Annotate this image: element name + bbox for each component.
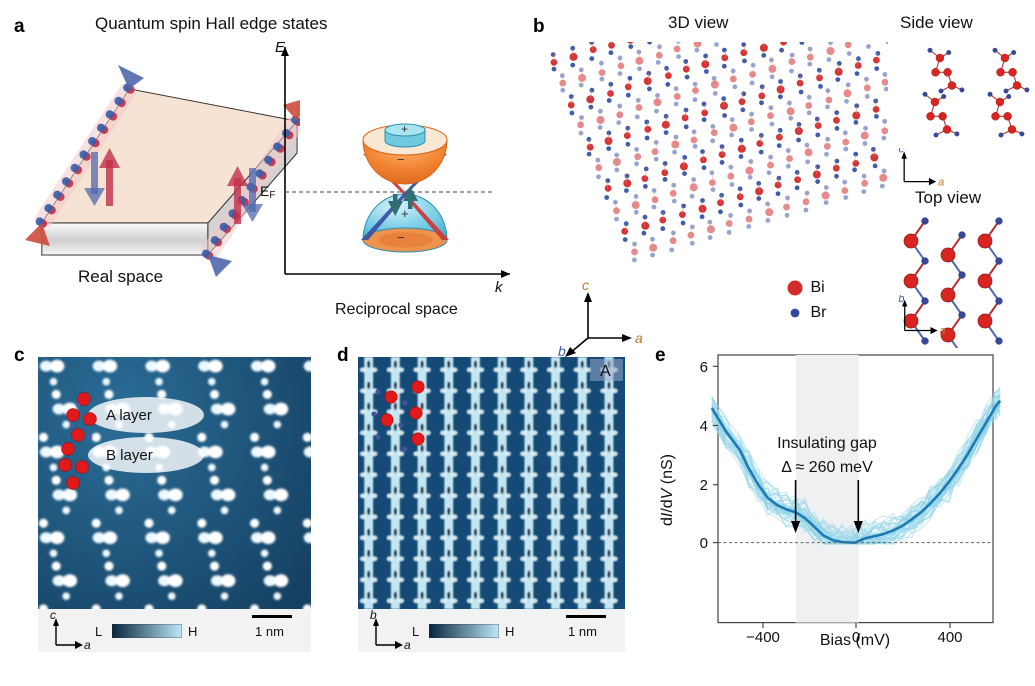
svg-text:a: a xyxy=(84,638,91,652)
svg-text:Bias (mV): Bias (mV) xyxy=(820,632,890,649)
svg-text:dI/dV (nS): dI/dV (nS) xyxy=(659,454,676,526)
svg-text:Real space: Real space xyxy=(78,267,163,286)
svg-text:Δ ≈ 260 meV: Δ ≈ 260 meV xyxy=(781,459,873,476)
svg-text:0: 0 xyxy=(700,535,708,552)
svg-text:E: E xyxy=(275,42,286,56)
svg-text:k: k xyxy=(495,279,504,296)
svg-text:−: − xyxy=(397,230,405,245)
svg-text:−: − xyxy=(397,152,405,167)
svg-text:a: a xyxy=(938,176,944,186)
svg-text:−400: −400 xyxy=(746,629,780,646)
svg-text:a: a xyxy=(404,638,411,652)
svg-text:B layer: B layer xyxy=(106,447,153,464)
svg-text:+: + xyxy=(401,122,408,136)
svg-text:b: b xyxy=(558,343,566,358)
svg-text:A: A xyxy=(600,363,611,380)
svg-text:c: c xyxy=(899,148,905,155)
svg-text:Insulating gap: Insulating gap xyxy=(777,435,877,452)
svg-text:2: 2 xyxy=(700,477,708,494)
svg-text:EF: EF xyxy=(260,183,275,201)
svg-text:6: 6 xyxy=(700,359,708,376)
svg-text:4: 4 xyxy=(700,418,708,435)
svg-text:A layer: A layer xyxy=(106,407,152,424)
svg-text:a: a xyxy=(635,330,643,346)
svg-text:Reciprocal space: Reciprocal space xyxy=(335,301,458,318)
svg-text:b: b xyxy=(370,609,377,622)
svg-text:b: b xyxy=(899,295,905,305)
svg-text:+: + xyxy=(401,206,409,221)
svg-text:c: c xyxy=(50,609,56,622)
svg-text:a: a xyxy=(939,325,945,335)
svg-text:400: 400 xyxy=(937,629,962,646)
